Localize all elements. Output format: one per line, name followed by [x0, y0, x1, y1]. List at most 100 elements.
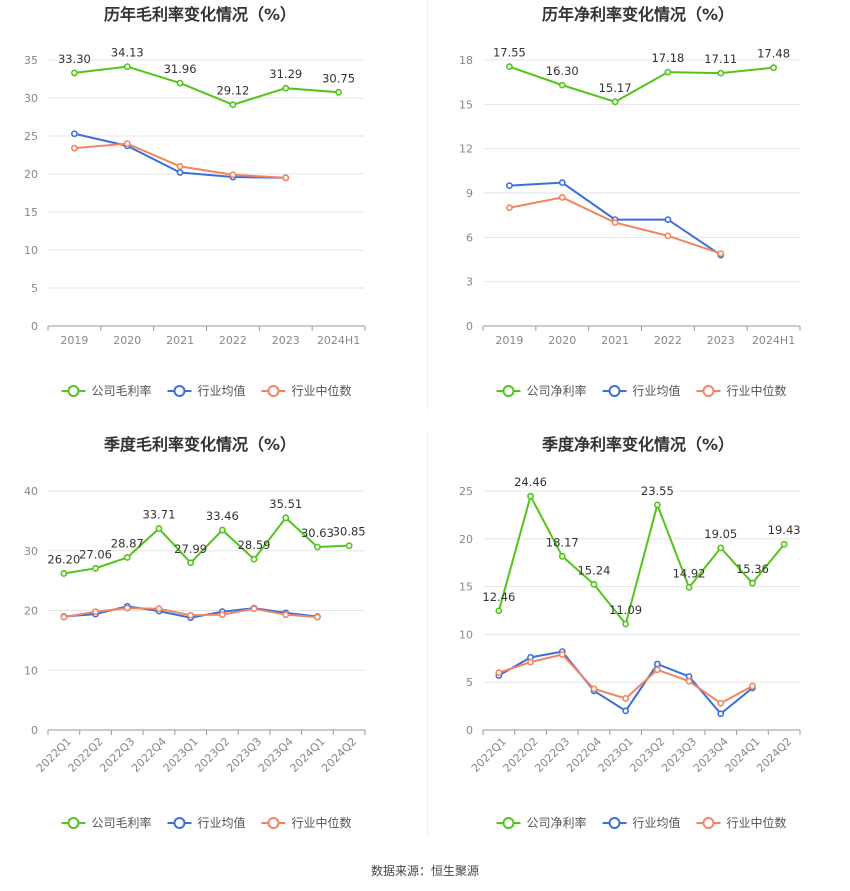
data-point: [527, 658, 534, 666]
data-label: 17.11: [704, 52, 737, 66]
y-tick-label: 5: [466, 676, 473, 689]
legend-item: 公司净利率: [496, 815, 587, 830]
legend-item: 行业均值: [602, 815, 681, 830]
legend-label: 行业均值: [633, 383, 681, 398]
data-point: [590, 580, 598, 588]
x-tick-label: 2024H1: [317, 334, 360, 347]
legend-swatch-marker: [608, 385, 621, 397]
legend-swatch-marker: [502, 817, 515, 829]
data-point: [282, 84, 290, 92]
divider: [427, 0, 428, 410]
chart-quarterly-gross-margin: 季度毛利率变化情况（%） 0 10 20 30 40 2022Q1 2022Q2 2022Q3 2…: [0, 432, 425, 862]
y-tick-label: 0: [466, 724, 473, 737]
chart-title: 季度毛利率变化情况（%）: [103, 435, 296, 454]
data-point: [335, 88, 342, 96]
data-label: 27.99: [174, 542, 207, 556]
x-tick-label: 2021: [601, 334, 629, 347]
y-tick-label: 10: [459, 628, 473, 641]
x-tick-label: 2022: [219, 334, 247, 347]
data-label: 28.59: [238, 538, 271, 552]
data-point: [71, 69, 78, 77]
data-label: 33.71: [142, 508, 175, 522]
data-point: [60, 570, 68, 577]
data-point: [176, 79, 184, 87]
x-tick-label: 2023: [272, 334, 300, 347]
data-point: [622, 695, 630, 702]
data-label: 18.17: [546, 535, 579, 549]
data-point: [282, 174, 290, 182]
data-label: 23.55: [641, 484, 674, 498]
data-point: [558, 81, 566, 89]
data-point: [176, 162, 184, 170]
legend-label: 公司净利率: [527, 815, 587, 830]
data-label: 28.87: [111, 537, 144, 551]
legend-swatch-marker: [267, 385, 280, 397]
chart-title: 历年毛利率变化情况（%）: [104, 5, 296, 24]
legend-swatch-marker: [267, 817, 280, 829]
legend-item: 行业中位数: [696, 815, 787, 830]
chart-annual-gross-margin: 历年毛利率变化情况（%） 0 5 10 15 20 25 30 35 2019 2020 2021 20…: [0, 0, 425, 430]
legend-swatch-marker: [702, 385, 715, 397]
data-label: 12.46: [482, 590, 515, 604]
legend-label: 行业中位数: [727, 815, 787, 830]
y-tick-label: 40: [24, 485, 38, 498]
data-label: 15.36: [736, 562, 769, 576]
x-tick-label: 2024Q2: [319, 735, 359, 775]
data-point: [611, 219, 619, 226]
data-point: [506, 63, 513, 71]
data-point: [250, 555, 258, 563]
chart-svg-0: 历年毛利率变化情况（%） 0 5 10 15 20 25 30 35 2019 2020 2021 20…: [24, 5, 366, 398]
y-tick-label: 10: [24, 244, 38, 257]
data-point: [622, 707, 630, 715]
legend-item: 行业均值: [167, 383, 246, 398]
y-tick-label: 15: [459, 98, 473, 111]
chart-svg-2: 季度毛利率变化情况（%）0102030402022Q12022Q22022Q32…: [24, 435, 366, 830]
data-label: 24.46: [514, 475, 547, 489]
legend-label: 行业均值: [198, 383, 246, 398]
y-tick-label: 9: [466, 187, 473, 200]
y-tick-label: 0: [466, 320, 473, 333]
data-point: [71, 130, 78, 138]
x-tick-label: 2024Q2: [754, 735, 794, 775]
data-label: 30.85: [333, 525, 366, 539]
data-point: [664, 68, 672, 76]
data-label: 27.06: [79, 547, 112, 561]
data-point: [282, 514, 290, 522]
data-point: [717, 544, 725, 552]
data-point: [314, 543, 321, 551]
legend-swatch-marker: [502, 385, 515, 397]
series-line: [74, 65, 339, 106]
data-label: 31.29: [269, 67, 302, 81]
data-point: [506, 204, 513, 212]
data-point: [611, 98, 619, 106]
chart-annual-net-margin: 历年净利率变化情况（%） 0 3 6 9 12 15 18 2019 2020 2021 2022 20…: [425, 0, 850, 430]
data-point: [229, 101, 237, 109]
chart-svg-3: 季度净利率变化情况（%）05101520252022Q12022Q22022Q3…: [459, 435, 801, 830]
data-point: [282, 611, 290, 619]
x-tick-label: 2021: [166, 334, 194, 347]
data-point: [664, 232, 672, 240]
y-tick-label: 6: [466, 231, 473, 244]
y-tick-label: 20: [24, 168, 38, 181]
chart-title: 历年净利率变化情况（%）: [542, 5, 734, 24]
legend-swatch-marker: [173, 385, 186, 397]
data-point: [123, 140, 131, 147]
data-point: [495, 669, 503, 677]
divider: [427, 432, 428, 837]
data-point: [590, 685, 598, 693]
y-tick-label: 15: [459, 581, 473, 594]
y-tick-label: 15: [24, 206, 38, 219]
y-tick-label: 30: [24, 545, 38, 558]
data-label: 16.30: [546, 64, 579, 78]
x-tick-label: 2023: [707, 334, 735, 347]
data-point: [653, 660, 661, 668]
legend-swatch-marker: [67, 385, 80, 397]
data-label: 26.20: [47, 552, 80, 566]
data-label: 19.05: [704, 527, 737, 541]
series-line: [63, 516, 350, 575]
data-point: [92, 564, 99, 572]
data-point: [717, 710, 725, 718]
y-tick-label: 5: [31, 282, 38, 295]
data-point: [685, 583, 693, 591]
data-point: [622, 620, 630, 628]
